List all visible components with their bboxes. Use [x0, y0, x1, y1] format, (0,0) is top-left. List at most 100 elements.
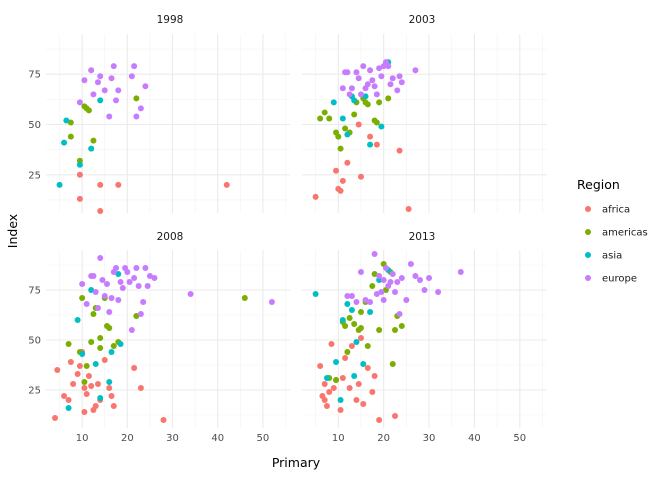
data-point-asia [330, 99, 337, 106]
data-point-asia [108, 349, 115, 355]
data-point-europe [133, 265, 140, 271]
data-point-europe [131, 63, 138, 70]
data-point-europe [140, 299, 147, 305]
data-point-europe [90, 273, 97, 279]
data-point-africa [342, 355, 349, 361]
data-point-asia [362, 93, 369, 100]
data-point-europe [344, 293, 351, 299]
data-point-asia [378, 123, 385, 130]
data-point-africa [76, 195, 83, 202]
x-tick-label: 20 [377, 433, 390, 444]
data-point-europe [128, 73, 135, 80]
data-point-europe [83, 301, 90, 307]
facet-strip-title: 2003 [409, 14, 436, 26]
data-point-africa [337, 187, 344, 194]
x-axis-title: Primary [272, 455, 321, 470]
data-point-europe [90, 91, 97, 98]
data-point-americas [351, 111, 358, 118]
data-point-americas [67, 119, 74, 126]
data-point-asia [339, 115, 346, 122]
data-point-europe [457, 269, 464, 275]
data-point-europe [355, 75, 362, 82]
data-point-africa [76, 363, 83, 369]
y-tick-label: 25 [28, 386, 41, 397]
data-point-asia [339, 317, 346, 323]
data-point-europe [362, 297, 369, 303]
legend-title: Region [577, 177, 620, 192]
data-point-africa [85, 373, 92, 379]
data-point-americas [376, 99, 383, 106]
data-point-europe [364, 81, 371, 88]
data-point-africa [392, 413, 399, 419]
data-point-europe [119, 285, 126, 291]
data-point-europe [348, 293, 355, 299]
data-point-europe [367, 299, 374, 305]
legend-key-africa [585, 206, 591, 212]
data-point-africa [312, 193, 319, 200]
data-point-europe [106, 113, 113, 120]
data-point-africa [357, 173, 364, 180]
data-point-europe [113, 97, 120, 104]
data-point-europe [396, 73, 403, 80]
data-point-europe [360, 63, 367, 70]
data-point-americas [398, 323, 405, 329]
y-tick-label: 25 [28, 170, 41, 181]
data-point-africa [81, 409, 88, 415]
data-point-americas [67, 133, 74, 140]
data-point-europe [426, 275, 433, 281]
data-point-americas [88, 339, 95, 345]
data-point-europe [403, 297, 410, 303]
data-point-asia [74, 317, 81, 323]
data-point-europe [124, 269, 131, 275]
data-point-americas [90, 137, 97, 144]
data-point-europe [394, 87, 401, 94]
data-point-africa [97, 181, 104, 188]
data-point-africa [65, 397, 72, 403]
legend-label-americas: americas [602, 228, 648, 239]
data-point-europe [389, 75, 396, 82]
data-point-africa [326, 389, 333, 395]
data-point-europe [435, 289, 442, 295]
y-axis-title: Index [5, 214, 20, 248]
data-point-asia [348, 307, 355, 313]
data-point-africa [81, 385, 88, 391]
data-point-europe [339, 85, 346, 92]
data-point-asia [351, 373, 358, 379]
data-point-europe [385, 63, 392, 70]
data-point-americas [346, 315, 353, 321]
data-point-africa [346, 385, 353, 391]
data-point-africa [321, 397, 328, 403]
data-point-asia [92, 361, 99, 367]
x-tick-label: 10 [332, 433, 345, 444]
data-point-europe [76, 99, 83, 106]
data-point-africa [70, 381, 77, 387]
data-point-europe [144, 283, 151, 289]
legend-key-europe [585, 275, 591, 281]
data-point-americas [97, 335, 104, 341]
data-point-americas [321, 109, 328, 116]
data-point-americas [90, 311, 97, 317]
data-point-asia [333, 359, 340, 365]
data-point-africa [61, 393, 68, 399]
data-point-africa [348, 343, 355, 349]
x-tick-label: 50 [257, 433, 270, 444]
data-point-europe [398, 79, 405, 86]
data-point-europe [142, 83, 149, 90]
data-point-europe [369, 77, 376, 84]
data-point-europe [137, 311, 144, 317]
data-point-africa [101, 357, 108, 363]
facet-strip-title: 2013 [409, 231, 436, 243]
data-point-europe [396, 311, 403, 317]
data-point-europe [382, 265, 389, 271]
data-point-europe [268, 299, 275, 305]
data-point-europe [416, 277, 423, 283]
data-point-africa [106, 385, 113, 391]
legend-key-asia [585, 252, 591, 258]
data-point-europe [99, 277, 106, 283]
facet-panel-2003: 2003 [302, 14, 547, 213]
data-point-africa [344, 159, 351, 166]
data-point-europe [344, 69, 351, 76]
data-point-asia [351, 97, 358, 104]
data-point-americas [357, 309, 364, 315]
